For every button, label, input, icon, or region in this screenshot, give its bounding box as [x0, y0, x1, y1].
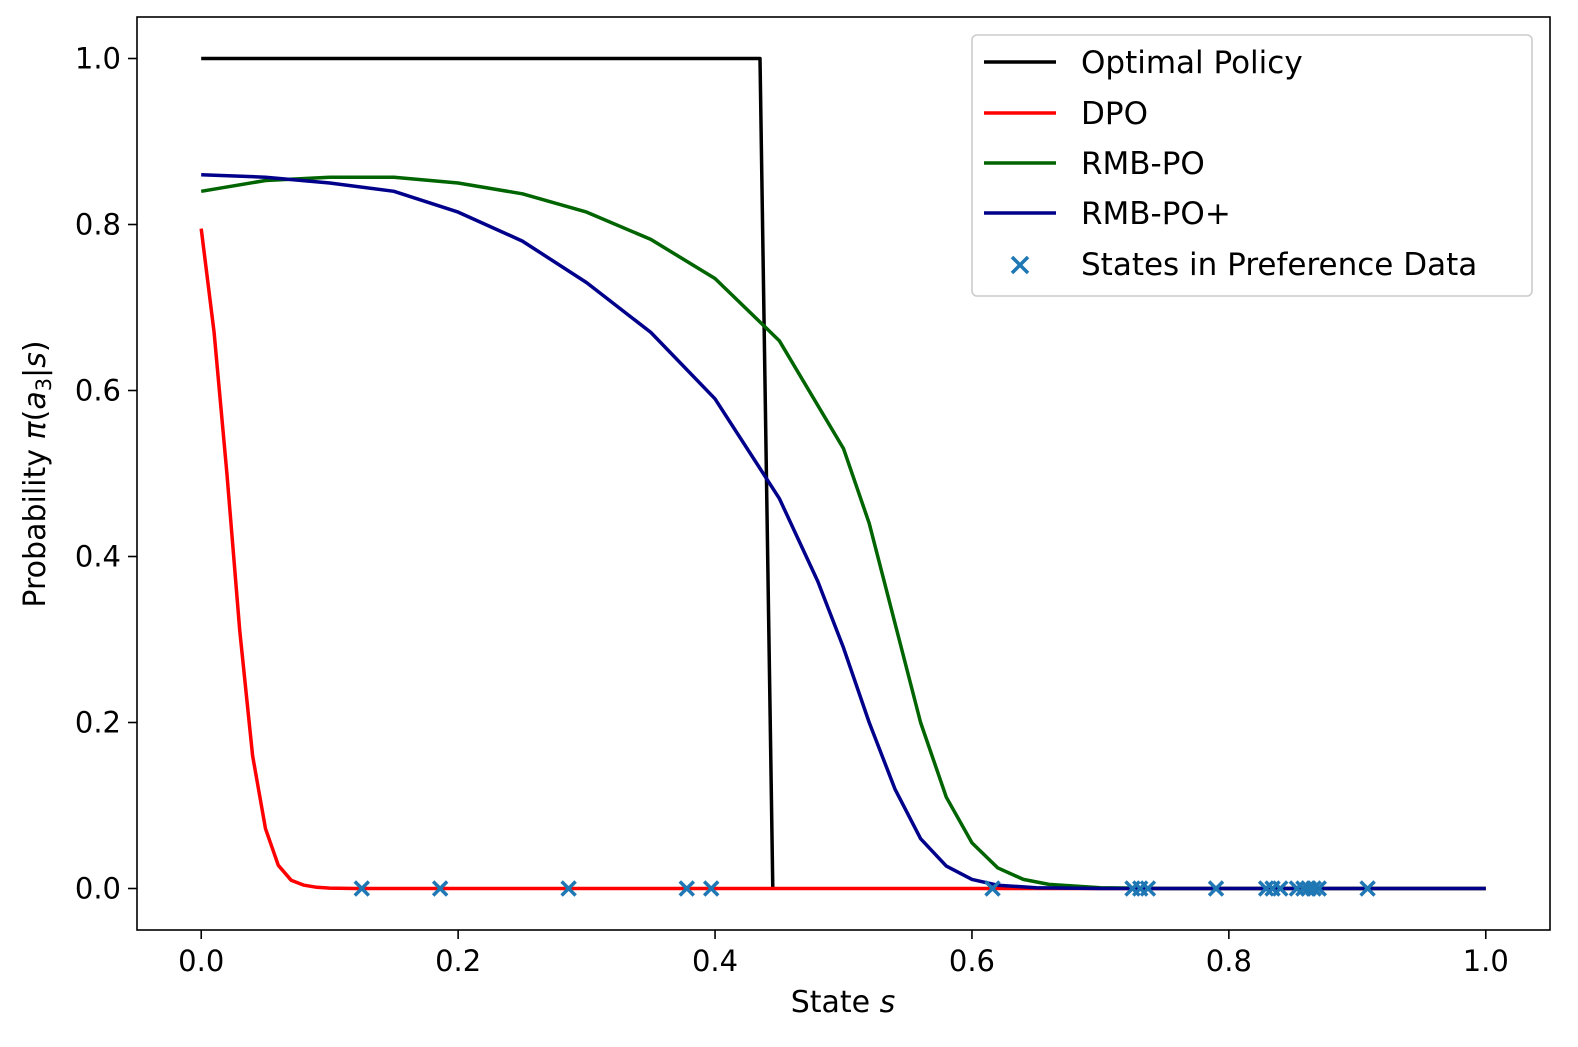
y-axis-ticks: 0.0 0.2 0.4 0.6 0.8 1.0 — [75, 42, 137, 906]
legend-label-dpo: DPO — [1081, 96, 1148, 132]
legend-box — [971, 34, 1533, 297]
y-tick-label: 0.6 — [75, 374, 121, 408]
plot-frame — [136, 16, 1551, 931]
x-axis-label-var: s — [880, 985, 896, 1020]
x-axis-label-prefix: State — [791, 985, 880, 1020]
scatter-point — [678, 880, 696, 897]
legend-swatch-states-in-preference-data — [1010, 255, 1030, 275]
x-tick-label: 0.0 — [178, 944, 224, 978]
x-tick-label: 1.0 — [1463, 944, 1509, 978]
legend-label-rmb-po-plus: RMB-PO+ — [1081, 196, 1231, 232]
legend: Optimal Policy DPO RMB-PO RMB-PO+ States… — [971, 34, 1533, 297]
series-line-optimal-policy — [201, 56, 775, 889]
y-axis-label-pi: π — [18, 420, 53, 439]
scatter-point — [1359, 880, 1376, 897]
y-tick-label: 0.8 — [75, 208, 121, 242]
x-tick-label: 0.2 — [435, 944, 481, 978]
legend-scatter-x-icon — [1010, 255, 1030, 275]
y-axis-label-s: s — [18, 352, 53, 368]
scatter-point — [1310, 880, 1328, 897]
y-axis-label-open-paren: ( — [18, 410, 53, 422]
y-tick-label: 0.4 — [75, 540, 121, 574]
scatter-point — [1272, 880, 1289, 897]
y-axis-label-subscript: 3 — [32, 378, 56, 391]
series-line-rmb-po-plus — [201, 172, 1486, 891]
scatter-layer — [353, 880, 1376, 897]
series-layer — [199, 56, 1486, 891]
x-tick-label: 0.4 — [692, 944, 738, 978]
scatter-point — [1207, 880, 1225, 897]
legend-label-optimal-policy: Optimal Policy — [1081, 45, 1303, 81]
legend-label-rmb-po: RMB-PO — [1081, 146, 1205, 182]
scatter-point — [1139, 880, 1157, 897]
y-axis-label-a: a — [18, 391, 53, 409]
y-axis-label: Probability π(a3|s) — [18, 340, 56, 607]
y-tick-label: 1.0 — [75, 42, 121, 76]
scatter-point — [1257, 880, 1275, 897]
scatter-point — [702, 880, 720, 897]
x-axis-ticks: 0.0 0.2 0.4 0.6 0.8 1.0 — [178, 930, 1509, 978]
y-axis-label-bar: | — [18, 368, 53, 378]
scatter-point — [431, 880, 449, 897]
y-axis-label-close-paren: ) — [18, 340, 53, 352]
x-tick-label: 0.8 — [1206, 944, 1252, 978]
scatter-point — [1305, 880, 1322, 897]
series-line-dpo — [199, 228, 1486, 891]
x-tick-label: 0.6 — [949, 944, 995, 978]
scatter-point — [560, 880, 577, 897]
y-tick-label: 0.0 — [75, 872, 121, 906]
x-axis-label: State s — [791, 985, 896, 1020]
legend-label-states-in-preference-data: States in Preference Data — [1081, 247, 1477, 283]
scatter-point — [984, 880, 1001, 897]
y-tick-label: 0.2 — [75, 706, 121, 740]
y-axis-label-prefix: Probability — [18, 439, 53, 607]
scatter-point — [353, 880, 371, 897]
